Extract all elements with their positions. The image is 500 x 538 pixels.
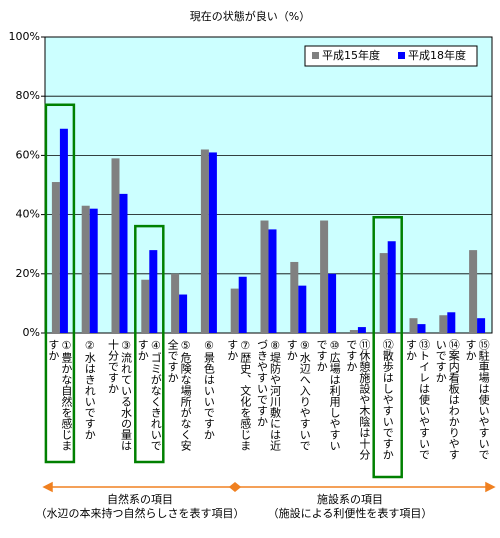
bar bbox=[469, 250, 478, 333]
y-tick-label: 100% bbox=[9, 30, 40, 43]
bar bbox=[119, 193, 128, 333]
legend-box bbox=[304, 45, 478, 67]
bar bbox=[238, 276, 247, 333]
annotation: 施設系の項目 bbox=[317, 492, 383, 506]
bar bbox=[349, 330, 358, 333]
x-tick-label: ⑦歴史、文化を感じますか bbox=[225, 339, 252, 451]
x-tick-label: ⑮駐車場は使いやすいですか bbox=[464, 339, 491, 460]
y-tick-label: 40% bbox=[16, 208, 40, 221]
bar bbox=[379, 253, 388, 333]
annotation: （水辺の本来持つ自然らしさを表す項目） bbox=[36, 506, 245, 520]
bar bbox=[171, 273, 180, 333]
group-arrow bbox=[42, 481, 496, 493]
bar bbox=[357, 327, 366, 333]
x-tick-label: ⑧堤防や河川敷には近づきやすいですか bbox=[255, 339, 282, 451]
legend-swatch bbox=[398, 52, 405, 59]
bar bbox=[179, 294, 188, 333]
bar bbox=[230, 288, 239, 333]
bar bbox=[439, 315, 448, 333]
bar bbox=[89, 208, 98, 333]
x-tick-label: ⑩広場は利用しやすいですか bbox=[315, 339, 342, 451]
highlight-box bbox=[372, 215, 403, 479]
x-tick-label: ⑭案内看板はわかりやすいですか bbox=[434, 339, 461, 460]
bar bbox=[141, 279, 150, 333]
legend-label: 平成15年度 bbox=[322, 48, 380, 62]
bar bbox=[268, 229, 277, 333]
arrow-head bbox=[42, 481, 53, 493]
legend-label: 平成18年度 bbox=[408, 48, 466, 62]
bar bbox=[409, 318, 418, 333]
bar bbox=[51, 182, 60, 333]
bar bbox=[298, 285, 307, 333]
x-tick-label: ⑪休憩施設や木陰は十分ですか bbox=[344, 339, 371, 460]
arrow-head bbox=[485, 481, 496, 493]
x-tick-label: ⑫散歩はしやすいですか bbox=[381, 339, 395, 460]
bar bbox=[208, 152, 217, 333]
bar bbox=[200, 149, 209, 333]
x-tick-label: ⑨水辺へ入りやすいですか bbox=[285, 339, 312, 451]
legend-swatch bbox=[312, 52, 319, 59]
arrow-split bbox=[228, 482, 242, 492]
bar bbox=[59, 128, 68, 333]
annotation: 自然系の項目 bbox=[107, 492, 173, 506]
bar bbox=[417, 324, 426, 333]
x-tick-label: ②水はきれいですか bbox=[83, 339, 97, 440]
annotation: （施設による利便性を表す項目） bbox=[268, 506, 433, 520]
bar bbox=[260, 220, 269, 333]
x-tick-label: ⑥景色はいいですか bbox=[202, 339, 216, 440]
legend: 平成15年度 平成18年度 bbox=[304, 45, 478, 67]
x-tick-label: ③流れている水の量は十分ですか bbox=[106, 339, 133, 451]
x-tick-label: ⑬トイレは使いやすいですか bbox=[404, 339, 431, 460]
y-tick-label: 80% bbox=[16, 89, 40, 102]
highlight-box bbox=[134, 224, 165, 464]
bar bbox=[81, 205, 90, 333]
bar bbox=[149, 250, 158, 333]
x-tick-label: ⑤危険な場所がなく安全ですか bbox=[166, 339, 193, 451]
bar bbox=[328, 273, 337, 333]
bar bbox=[477, 318, 486, 333]
x-tick-label: ④ゴミがなくきれいですか bbox=[136, 339, 163, 451]
bar bbox=[320, 220, 329, 333]
highlight-box bbox=[44, 103, 76, 464]
y-tick-label: 0% bbox=[23, 326, 40, 339]
bar bbox=[447, 312, 456, 333]
x-tick-label: ①豊かな自然を感じますか bbox=[46, 339, 73, 451]
bar bbox=[111, 158, 120, 333]
chart-title: 現在の状態が良い（%） bbox=[190, 9, 310, 23]
y-tick-label: 20% bbox=[16, 267, 40, 280]
y-tick-label: 60% bbox=[16, 148, 40, 161]
bar bbox=[387, 241, 396, 333]
bar bbox=[290, 261, 299, 333]
